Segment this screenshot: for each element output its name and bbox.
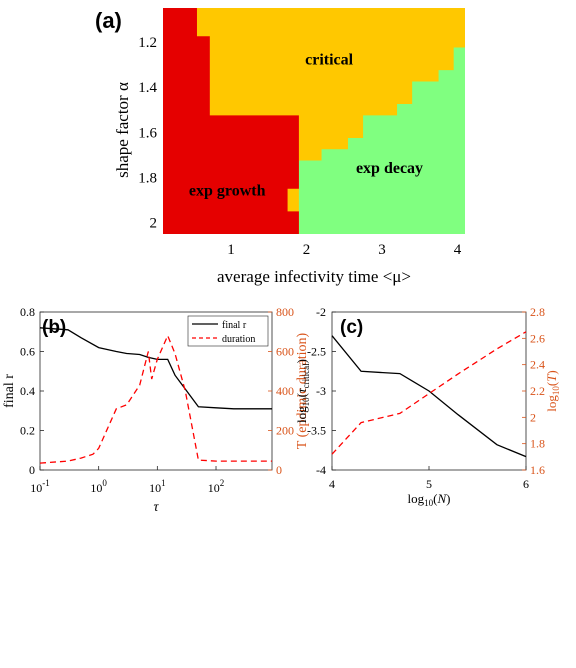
x-axis-title: average infectivity time <μ> (217, 267, 411, 286)
region-label-exp-decay: exp decay (356, 160, 423, 177)
heatmap-y-ticks: 1.2 1.4 1.6 1.8 2 (138, 35, 157, 232)
y-tick-label-right: 0 (276, 463, 282, 477)
y-tick-label-right: 2.4 (530, 358, 545, 372)
y-tick-label-right: 1.6 (530, 463, 545, 477)
legend-label-duration: duration (222, 334, 255, 345)
x-tick-label: 5 (426, 477, 432, 491)
y-tick-label: 0.6 (20, 345, 35, 359)
data-series (331, 331, 527, 458)
panel-label-b: (b) (42, 317, 66, 338)
x-tick-label: 3 (378, 242, 386, 258)
y-tick-label: 0 (29, 463, 35, 477)
x-tick-label: 100 (90, 478, 107, 495)
y-tick-label: 0.2 (20, 424, 35, 438)
y-tick-label: 0.8 (20, 305, 35, 319)
y-tick-label: 0.4 (20, 384, 35, 398)
x-ticks: 10-1 100 101 102 (30, 478, 224, 495)
data-series (39, 327, 272, 464)
legend-box (187, 315, 269, 347)
right-y-ticks: 1.6 1.8 2 2.2 2.4 2.6 2.8 (530, 305, 545, 477)
y-tick-label: -3 (316, 384, 326, 398)
y-tick-label: -2 (316, 305, 326, 319)
y-tick-label-right: 2.8 (530, 305, 545, 319)
x-tick-label: 1 (227, 242, 235, 258)
y-tick-label: 1.4 (138, 80, 157, 96)
y-tick-label-right: 1.8 (530, 437, 545, 451)
region-exp-growth (163, 8, 299, 234)
x-tick-label: 4 (454, 242, 462, 258)
y-tick-label: -3.5 (307, 424, 326, 438)
y-tick-label: -2.5 (307, 345, 326, 359)
series-line-tau-critical (331, 335, 527, 458)
y-tick-label-right: 600 (276, 345, 294, 359)
x-tick-label: 102 (208, 478, 225, 495)
series-line-duration (39, 334, 272, 464)
heatmap-regions (163, 8, 465, 234)
y-tick-label: 1.6 (138, 125, 157, 141)
axis-ticks (331, 311, 527, 471)
right-y-axis-title: log10(T) (544, 370, 561, 412)
y-tick-label-right: 400 (276, 384, 294, 398)
left-y-ticks: 0 0.2 0.4 0.6 0.8 (20, 305, 35, 477)
series-line-log-t (331, 331, 527, 455)
region-exp-decay (298, 47, 465, 234)
series-line-final-r (39, 327, 272, 410)
x-tick-label: 2 (303, 242, 311, 258)
y-axis-title: shape factor α (113, 82, 132, 178)
right-y-axis-title: T (epdimic duration) (295, 332, 310, 449)
region-label-critical: critical (305, 52, 354, 69)
region-label-exp-growth: exp growth (189, 183, 266, 200)
axis-ticks (39, 311, 272, 471)
y-tick-label: 2 (150, 216, 158, 232)
x-ticks: 4 5 6 (329, 477, 529, 491)
left-y-ticks: -4 -3.5 -3 -2.5 -2 (307, 305, 326, 477)
y-tick-label-right: 200 (276, 424, 294, 438)
x-axis-title: log10(N) (408, 491, 451, 508)
heatmap-region-labels: critical exp decay exp growth (189, 52, 423, 200)
x-tick-label: 101 (149, 478, 166, 495)
right-y-ticks: 0 200 400 600 800 (276, 305, 294, 477)
panel-label-c: (c) (340, 317, 363, 338)
heatmap-x-ticks: 1 2 3 4 (227, 242, 462, 258)
x-tick-label: 4 (329, 477, 335, 491)
y-tick-label-right: 2.6 (530, 331, 545, 345)
y-tick-label-right: 2.2 (530, 384, 545, 398)
x-tick-label: 6 (523, 477, 529, 491)
panel-label-a: (a) (95, 8, 122, 33)
panel-b: (b) 0 0.2 0.4 0.6 0.8 0 200 400 600 800 … (2, 305, 310, 515)
y-tick-label-right: 2 (530, 410, 536, 424)
legend: final r duration (187, 315, 269, 347)
legend-label-final-r: final r (222, 320, 247, 331)
y-tick-label: 1.8 (138, 171, 157, 187)
x-tick-label: 10-1 (30, 478, 50, 495)
y-tick-label: 1.2 (138, 35, 157, 51)
panel-c: (c) -4 -3.5 -3 -2.5 -2 1.6 1.8 2 2.2 2.4… (294, 305, 561, 508)
left-y-axis-title: final r (2, 374, 17, 408)
y-tick-label-right: 800 (276, 305, 294, 319)
panel-a: (a) critical exp decay exp growth 1 2 3 … (95, 8, 465, 286)
x-axis-title: τ (153, 500, 159, 515)
y-tick-label: -4 (316, 463, 326, 477)
